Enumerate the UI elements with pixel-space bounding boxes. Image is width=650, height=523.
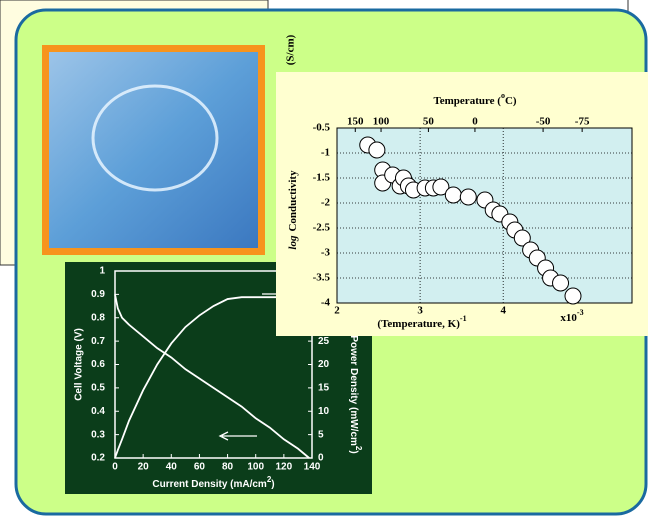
conductivity-chart: -0.5 -1 -1.5 -2 -2.5 -3 -3.5 -42 3 4 150 100 50 0 -50 -… [276,34,648,336]
data-point [513,229,531,247]
series-line [114,294,310,459]
x-tick-label: 80 [222,462,234,473]
x2-tick-label: 150 [347,116,364,128]
y-tick-label: -3.5 [313,272,331,284]
data-point [459,188,477,206]
series-line [114,296,310,459]
label-part: C) [505,95,517,107]
y-tick-label: 0.7 [91,336,105,347]
y-tick-label: -2 [321,197,331,209]
x2-tick-label: -75 [575,116,590,128]
y2-tick-label: 20 [318,359,330,370]
label-part: x10 [560,312,577,324]
label-part: Temperature ( [433,95,501,107]
x2-tick-label: -50 [536,116,551,128]
label-part: Current Density (mA/cm [152,479,267,490]
x-tick-label: 3 [417,305,423,317]
y-axis-label: Cell Voltage (V) [74,328,85,401]
label-part: ) [271,479,274,490]
x-tick-label: 40 [166,462,178,473]
label-part: ) [348,450,359,453]
y2-tick-label: 15 [318,383,330,394]
y2-tick-label: 0 [318,453,324,464]
y-axis-label: log Conductivity [287,170,299,250]
x-axis-label: Current Density (mA/cm2) [152,475,274,490]
label-part: o [501,91,505,100]
data-point [552,274,570,292]
y-tick-label: 0.4 [91,406,105,417]
label-part: log [287,235,299,250]
y2-tick-label: 10 [318,406,330,417]
y-tick-label: -4 [321,297,331,309]
data-point [564,287,582,305]
label-part: Conductivity [287,170,299,232]
label-part: (Temperature, K) [377,318,460,330]
x-tick-label: 100 [247,462,264,473]
chart-title: Temperature (oC) [433,91,516,106]
arrow-left [218,431,257,441]
y-tick-label: 1 [99,266,105,277]
label-part: -3 [577,308,584,317]
data-point [444,186,462,204]
y-tick-label: -1.5 [313,172,331,184]
plot-area [336,127,633,304]
y2-tick-label: 25 [318,336,330,347]
membrane [91,84,219,192]
y2-tick-label: 5 [318,429,324,440]
label-part: -1 [460,314,467,323]
label-part: Power Density (mW/cm [348,335,359,446]
photo [42,45,265,255]
y-tick-label: -0.5 [313,122,331,134]
photo-image [49,52,258,248]
x-tick-label: 20 [138,462,150,473]
x-axis-label: (Temperature, K)-1 [377,314,466,329]
fuel-cell-chart: 0 20 40 60 80 100 120 1400.20.30.40.50.60.70.80… [65,262,372,494]
y-tick-label: 0.6 [91,359,105,370]
x2-tick-label: 0 [472,116,478,128]
y-tick-label: 0.2 [91,453,105,464]
x-tick-label: 60 [194,462,206,473]
y-tick-label: -2.5 [313,222,331,234]
x-tick-label: 2 [334,305,340,317]
y-tick-label: 0.3 [91,429,105,440]
label-part: 2 [354,446,363,451]
y2-axis-label: Power Density (mW/cm2) [348,335,363,453]
x2-tick-label: 100 [373,116,390,128]
y-tick-label: -3 [321,247,331,259]
label-part: 2 [267,475,272,484]
y-tick-label: 0.5 [91,383,105,394]
data-point [368,141,386,159]
y-tick-label: 0.9 [91,289,105,300]
y-tick-label: 0.8 [91,312,105,323]
x-multiplier: x10-3 [560,308,583,323]
y-tick-label: -1 [321,147,330,159]
y-axis-label: (S/cm) [285,34,297,65]
x-tick-label: 0 [112,462,118,473]
x-tick-label: 120 [276,462,293,473]
data-point [432,178,450,196]
x-tick-label: 4 [500,305,506,317]
x-tick-label: 140 [304,462,321,473]
x2-tick-label: 50 [423,116,435,128]
